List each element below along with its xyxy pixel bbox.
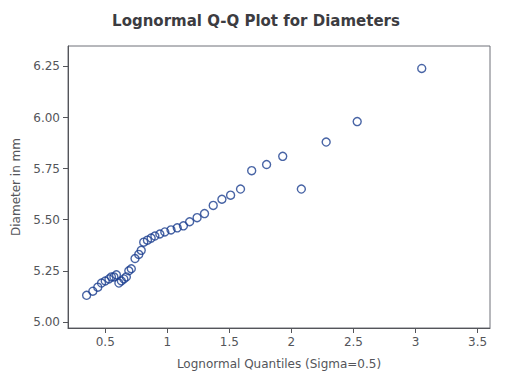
svg-text:3.5: 3.5: [468, 335, 487, 349]
svg-text:0.5: 0.5: [96, 335, 115, 349]
svg-text:Lognormal Q-Q Plot for Diamete: Lognormal Q-Q Plot for Diameters: [112, 12, 400, 30]
svg-text:6.00: 6.00: [33, 111, 60, 125]
svg-text:5.25: 5.25: [33, 264, 60, 278]
svg-text:1: 1: [163, 335, 171, 349]
svg-text:5.75: 5.75: [33, 162, 60, 176]
svg-text:3: 3: [412, 335, 420, 349]
svg-text:5.50: 5.50: [33, 213, 60, 227]
svg-text:Lognormal Quantiles (Sigma=0.5: Lognormal Quantiles (Sigma=0.5): [177, 357, 381, 371]
svg-text:5.00: 5.00: [33, 315, 60, 329]
svg-text:2.5: 2.5: [344, 335, 363, 349]
svg-text:2: 2: [288, 335, 296, 349]
svg-text:6.25: 6.25: [33, 59, 60, 73]
svg-text:1.5: 1.5: [220, 335, 239, 349]
svg-text:Diameter in mm: Diameter in mm: [9, 138, 23, 236]
